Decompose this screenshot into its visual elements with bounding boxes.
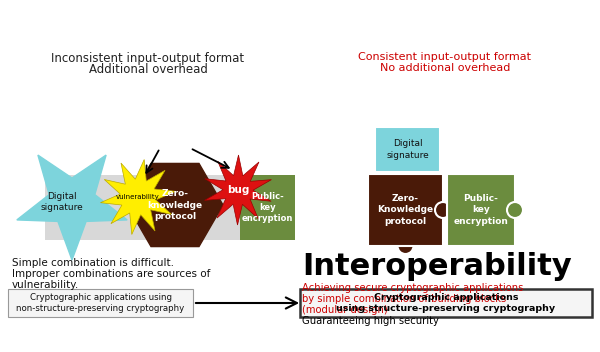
- Text: Cryptographic applications using
non-structure-preserving cryptography: Cryptographic applications using non-str…: [16, 293, 185, 313]
- Text: bug: bug: [227, 185, 249, 195]
- FancyBboxPatch shape: [8, 289, 193, 317]
- Text: vulnerability: vulnerability: [116, 194, 160, 200]
- Polygon shape: [205, 155, 271, 225]
- Text: Zero-
knowledge
protocol: Zero- knowledge protocol: [148, 189, 203, 221]
- Text: vulnerability.: vulnerability.: [12, 280, 79, 290]
- Text: Improper combinations are sources of: Improper combinations are sources of: [12, 269, 211, 279]
- Text: Inconsistent input-output format: Inconsistent input-output format: [52, 52, 245, 65]
- Text: Zero-
Knowledge
protocol: Zero- Knowledge protocol: [377, 194, 434, 226]
- FancyBboxPatch shape: [368, 174, 443, 246]
- Text: Public-
key
encryption: Public- key encryption: [242, 192, 293, 223]
- FancyBboxPatch shape: [375, 127, 440, 172]
- Polygon shape: [100, 159, 176, 234]
- FancyBboxPatch shape: [447, 174, 515, 246]
- Polygon shape: [17, 155, 127, 260]
- Text: Achieving secure cryptographic applications: Achieving secure cryptographic applicati…: [302, 283, 523, 293]
- Text: Public-
key
encryption: Public- key encryption: [454, 194, 508, 226]
- Text: Additional overhead: Additional overhead: [89, 63, 208, 76]
- Text: Digital
signature: Digital signature: [41, 192, 83, 212]
- Circle shape: [400, 164, 415, 180]
- Text: Digital
signature: Digital signature: [386, 139, 429, 159]
- Text: Simple combination is difficult.: Simple combination is difficult.: [12, 258, 174, 268]
- Text: Cryptographic applications
using structure-preserving cryptography: Cryptographic applications using structu…: [337, 293, 556, 313]
- FancyBboxPatch shape: [300, 289, 592, 317]
- Text: Interoperability: Interoperability: [302, 252, 572, 281]
- Text: Guaranteeing high security: Guaranteeing high security: [302, 316, 439, 326]
- Circle shape: [398, 238, 413, 254]
- Text: by simple combination of building blocks: by simple combination of building blocks: [302, 294, 506, 304]
- FancyBboxPatch shape: [45, 175, 290, 240]
- Circle shape: [507, 202, 523, 218]
- Circle shape: [435, 202, 451, 218]
- Text: No additional overhead: No additional overhead: [380, 63, 510, 73]
- Polygon shape: [127, 163, 223, 246]
- FancyBboxPatch shape: [240, 175, 295, 240]
- Text: (modular design): (modular design): [302, 305, 388, 315]
- Text: Consistent input-output format: Consistent input-output format: [359, 52, 532, 62]
